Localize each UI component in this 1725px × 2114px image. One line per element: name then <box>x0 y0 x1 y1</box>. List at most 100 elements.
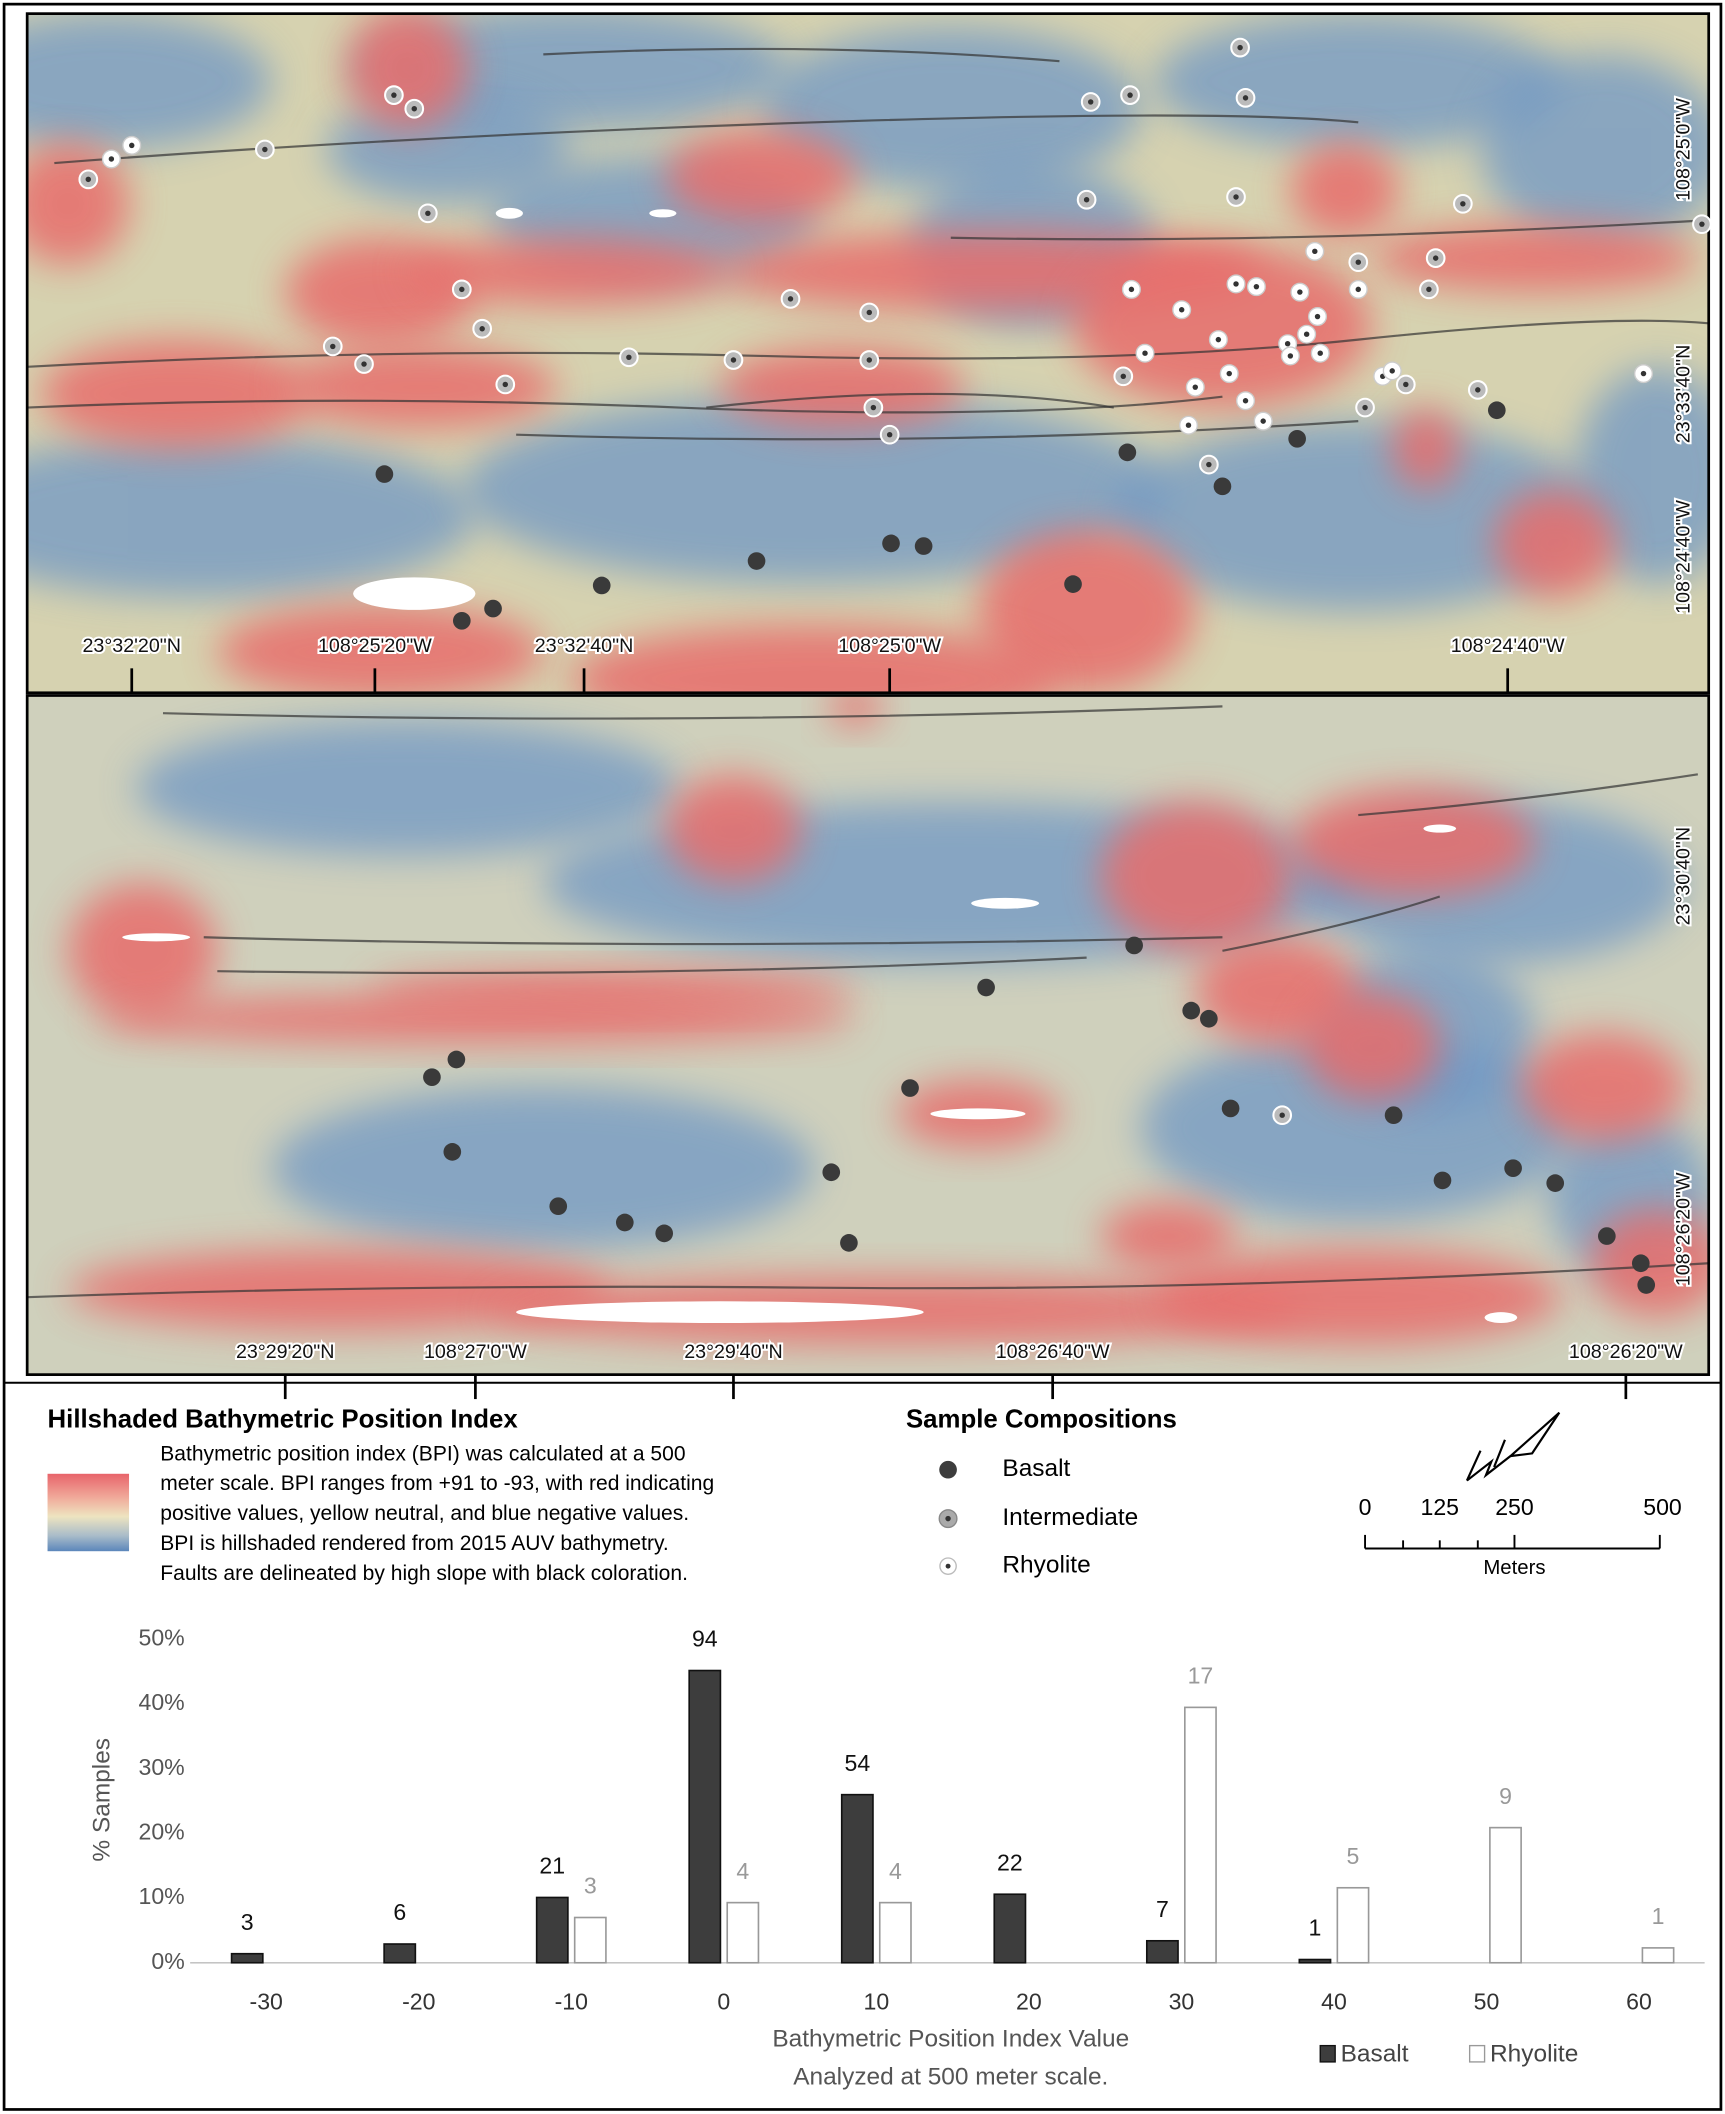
data-label: 7 <box>1156 1896 1169 1922</box>
y-tick-label: 50% <box>139 1625 185 1651</box>
basalt-sample <box>1631 1254 1650 1273</box>
bpi-high <box>1100 1202 1237 1271</box>
basalt-sample <box>1487 401 1506 420</box>
y-axis-label: % Samples <box>89 1738 116 1862</box>
x-tick-label: 30 <box>1169 1989 1195 2015</box>
basalt-sample <box>1504 1159 1522 1178</box>
sample-points <box>78 37 1712 1294</box>
data-label: 1 <box>1309 1915 1322 1941</box>
basalt-sample <box>822 1163 841 1182</box>
coordinate-label: 108°24'40"W <box>1451 635 1565 657</box>
basalt-sample <box>592 576 611 595</box>
coordinate-label: 23°29'40"N <box>684 1341 783 1363</box>
legend-text: Faults are delineated by high slope with… <box>160 1562 688 1585</box>
legend-swatch <box>1468 2044 1486 2063</box>
basalt-sample <box>914 537 933 555</box>
rhyolite-dot <box>1355 286 1361 293</box>
intermediate-dot <box>411 106 417 112</box>
basalt-sample <box>1546 1174 1565 1192</box>
basalt-sample <box>1221 1099 1240 1118</box>
data-label: 5 <box>1347 1843 1360 1869</box>
basalt-sample <box>1213 477 1232 496</box>
bpi-high <box>1494 489 1617 598</box>
x-tick-label: -30 <box>250 1989 283 2015</box>
scale-label: 0 <box>1359 1494 1372 1520</box>
intermediate-dot <box>787 296 794 302</box>
intermediate-dot <box>502 381 508 388</box>
data-label: 4 <box>736 1858 749 1884</box>
legend-label: Rhyolite <box>1002 1552 1090 1579</box>
no-data <box>353 577 476 610</box>
fault <box>203 936 1223 946</box>
bar <box>878 1901 912 1964</box>
rhyolite-dot <box>1215 336 1222 343</box>
basalt-sample <box>1118 443 1137 462</box>
basalt-sample <box>1637 1276 1656 1294</box>
bar <box>535 1896 569 1964</box>
fault <box>27 1262 1709 1299</box>
fault <box>950 219 1709 241</box>
intermediate-dot <box>361 361 367 367</box>
coordinate-label: 23°32'40"N <box>535 635 634 657</box>
intermediate-dot <box>1403 381 1409 388</box>
intermediate-dot <box>1242 95 1249 101</box>
fault <box>1358 773 1698 817</box>
bar <box>1184 1706 1217 1964</box>
bar <box>1489 1826 1522 1964</box>
bpi-high <box>1290 787 1535 897</box>
coordinate-label: 108°24'40"W <box>1672 500 1694 614</box>
basalt-sample <box>655 1224 674 1243</box>
bpi-low <box>760 27 1141 191</box>
basalt-sample <box>1125 936 1143 955</box>
coordinate-label: 108°25'0"W <box>838 635 941 657</box>
x-tick-label: 20 <box>1016 1989 1042 2015</box>
no-data <box>516 1301 924 1324</box>
rhyolite-dot <box>1185 422 1192 428</box>
rhyolite-dot <box>1142 350 1148 356</box>
x-axis-label: Bathymetric Position Index Value <box>772 2026 1129 2053</box>
rhyolite-dot <box>1178 307 1185 313</box>
fault <box>27 395 1223 414</box>
scale-bar <box>1364 1534 1661 1550</box>
coordinate-label: 23°30'40"N <box>1672 827 1694 926</box>
basalt-sample <box>840 1234 858 1252</box>
basalt-sample <box>747 552 766 570</box>
basalt-sample <box>443 1143 462 1161</box>
intermediate-dot <box>870 404 877 411</box>
map-border <box>25 12 1711 695</box>
bpi-high <box>67 882 218 1019</box>
map-bottom <box>27 695 1709 1375</box>
bpi-high <box>346 13 469 130</box>
bar <box>1298 1958 1332 1964</box>
data-label: 3 <box>241 1909 254 1935</box>
basalt-sample <box>1598 1227 1616 1245</box>
intermediate-dot <box>1233 194 1239 200</box>
no-data <box>1423 824 1457 833</box>
rhyolite-dot <box>1284 340 1291 347</box>
bpi-high <box>1392 407 1461 490</box>
fault <box>27 319 1709 368</box>
bar-chart: % Samples Bathymetric Position Index Val… <box>89 1625 1705 2091</box>
intermediate-symbol-dot <box>945 1515 951 1522</box>
rhyolite-dot <box>1640 370 1647 377</box>
intermediate-dot <box>1699 221 1705 227</box>
bpi-high <box>719 346 965 428</box>
x-tick-label: -20 <box>402 1989 435 2015</box>
scale-label: 500 <box>1643 1494 1682 1520</box>
y-tick-label: 30% <box>139 1754 185 1780</box>
legend-text: meter scale. BPI ranges from +91 to -93,… <box>160 1472 714 1495</box>
intermediate-dot <box>85 176 92 183</box>
intermediate-dot <box>1083 197 1090 203</box>
coordinate-label: 23°33'40"N <box>1672 345 1694 444</box>
basalt-sample <box>484 599 502 618</box>
no-data <box>649 209 677 218</box>
basalt-sample <box>1384 1106 1403 1125</box>
bar <box>383 1943 417 1964</box>
basalt-sample <box>882 534 900 553</box>
bpi-high <box>977 529 1196 693</box>
bpi-low <box>27 434 476 598</box>
basalt-sample <box>1288 429 1306 448</box>
data-label: 4 <box>889 1858 902 1884</box>
